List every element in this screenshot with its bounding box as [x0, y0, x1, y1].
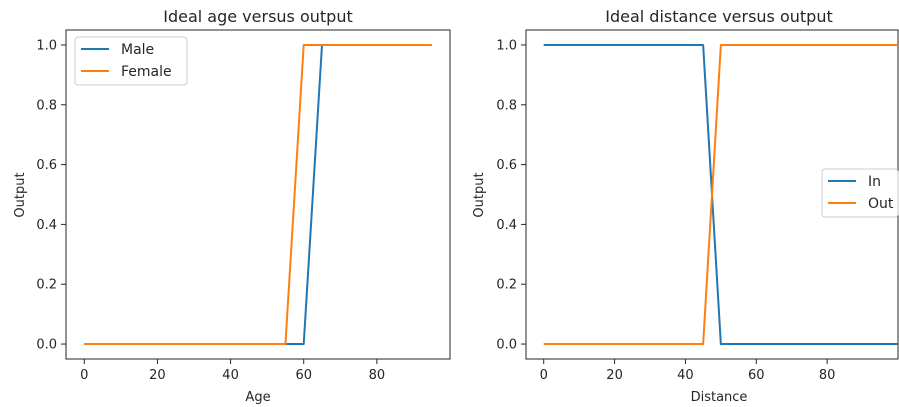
x-tick-label: 60 [295, 368, 312, 383]
series-lines [84, 43, 432, 346]
series-line-male [84, 43, 432, 346]
y-axis-label: Output [472, 172, 487, 217]
x-tick-label: 20 [606, 368, 623, 383]
series-lines [543, 43, 898, 346]
y-tick-label: 0.6 [36, 158, 57, 173]
legend: Male Female [74, 36, 188, 86]
y-tick-label: 1.0 [496, 38, 517, 53]
x-tick-label: 80 [819, 368, 836, 383]
chart-title: Ideal age versus output [163, 7, 353, 26]
chart-age-vs-output: Ideal age versus output Age Output 0 20 40… [13, 7, 451, 405]
x-tick-label: 0 [540, 368, 548, 383]
legend-label-out: Out [868, 196, 894, 212]
x-tick-label: 40 [677, 368, 694, 383]
ticks: 0 20 40 60 80 0.0 0.2 0.4 0.6 0.8 1.0 [36, 38, 385, 383]
x-tick-label: 20 [149, 368, 166, 383]
x-tick-label: 80 [369, 368, 386, 383]
y-tick-label: 0.8 [496, 98, 517, 113]
y-tick-label: 0.4 [36, 218, 57, 233]
y-tick-label: 0.2 [36, 278, 57, 293]
ticks: 0 20 40 60 80 0.0 0.2 0.4 0.6 0.8 1.0 [496, 38, 835, 383]
y-tick-label: 0.8 [36, 98, 57, 113]
y-tick-label: 0.6 [496, 158, 517, 173]
y-tick-label: 0.4 [496, 218, 517, 233]
x-tick-label: 40 [222, 368, 239, 383]
plot-frame [65, 29, 451, 360]
y-tick-label: 1.0 [36, 38, 57, 53]
x-tick-label: 60 [748, 368, 765, 383]
y-tick-label: 0.0 [496, 338, 517, 353]
x-axis-label: Distance [691, 390, 748, 405]
x-tick-label: 0 [80, 368, 88, 383]
x-axis-label: Age [245, 390, 270, 405]
legend-label-male: Male [121, 42, 154, 58]
legend-label-female: Female [121, 64, 172, 80]
chart-distance-vs-output: Ideal distance versus output Distance Ou… [472, 7, 899, 405]
y-tick-label: 0.2 [496, 278, 517, 293]
legend-label-in: In [868, 174, 881, 190]
series-line-female [84, 43, 432, 346]
y-axis-label: Output [13, 172, 28, 217]
legend: In Out [821, 168, 899, 218]
chart-title: Ideal distance versus output [605, 7, 833, 26]
y-tick-label: 0.0 [36, 338, 57, 353]
series-line-out [543, 43, 898, 346]
